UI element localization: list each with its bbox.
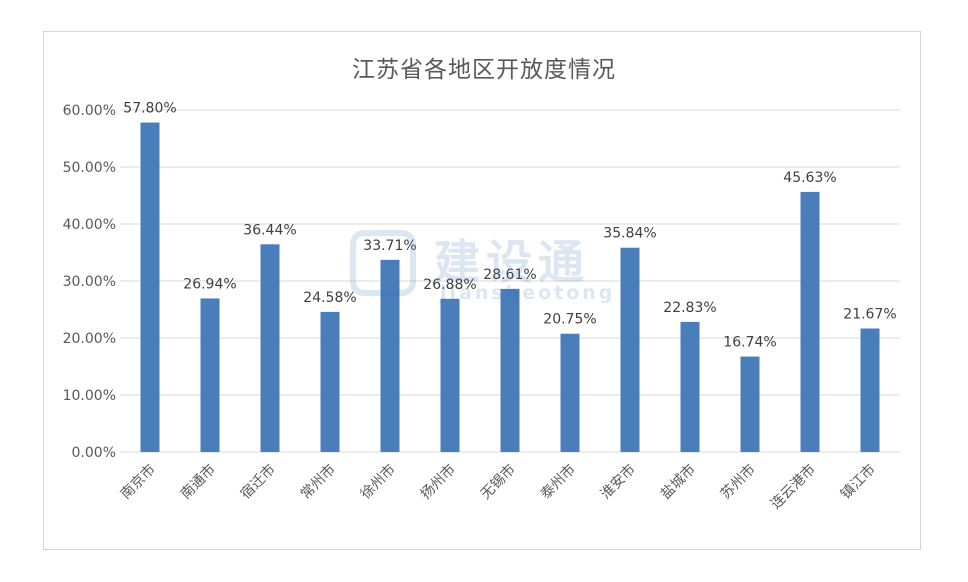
data-label: 26.94% bbox=[183, 276, 236, 292]
x-tick-label: 镇江市 bbox=[837, 461, 879, 503]
data-labels: 57.80% 26.94% 36.44% 24.58% 33.71% 26.88% 28.6… bbox=[123, 101, 896, 351]
x-tick-label: 泰州市 bbox=[537, 461, 579, 503]
x-tick-label: 淮安市 bbox=[597, 461, 639, 503]
y-tick-label: 60.00% bbox=[63, 103, 116, 119]
y-tick-label: 20.00% bbox=[63, 331, 116, 347]
y-tick-label: 30.00% bbox=[63, 274, 116, 290]
data-label: 33.71% bbox=[363, 238, 416, 254]
bar bbox=[800, 191, 820, 452]
bar bbox=[620, 247, 640, 452]
y-tick-label: 10.00% bbox=[63, 388, 116, 404]
x-tick-label: 宿迁市 bbox=[237, 461, 279, 503]
data-label: 21.67% bbox=[843, 306, 896, 322]
y-tick-label: 40.00% bbox=[63, 217, 116, 233]
data-label: 20.75% bbox=[543, 312, 596, 328]
bar bbox=[740, 356, 760, 452]
bar bbox=[440, 298, 460, 452]
data-label: 35.84% bbox=[603, 226, 656, 242]
data-label: 24.58% bbox=[303, 290, 356, 306]
chart-frame bbox=[43, 31, 921, 550]
x-tick-label: 盐城市 bbox=[657, 461, 699, 503]
data-label: 16.74% bbox=[723, 335, 776, 351]
bar bbox=[680, 321, 700, 452]
x-tick-label: 苏州市 bbox=[717, 461, 759, 503]
x-axis-tick-labels: 南京市 南通市 宿迁市 常州市 徐州市 扬州市 无锡市 泰州市 淮安市 盐城市 苏州市 连云港市 镇江市 bbox=[117, 461, 879, 513]
data-label: 45.63% bbox=[783, 170, 836, 186]
y-tick-label: 0.00% bbox=[72, 445, 116, 461]
y-tick-label: 50.00% bbox=[63, 160, 116, 176]
x-tick-label: 连云港市 bbox=[767, 461, 819, 513]
bar bbox=[560, 333, 580, 452]
data-label: 36.44% bbox=[243, 222, 296, 238]
bar bbox=[860, 328, 880, 452]
data-label: 26.88% bbox=[423, 277, 476, 293]
data-label: 22.83% bbox=[663, 300, 716, 316]
y-axis-tick-labels: 0.00% 10.00% 20.00% 30.00% 40.00% 50.00% 60.00… bbox=[63, 103, 116, 461]
bar bbox=[320, 311, 340, 452]
bar bbox=[500, 288, 520, 452]
x-tick-label: 扬州市 bbox=[417, 461, 459, 503]
x-tick-label: 无锡市 bbox=[477, 461, 519, 503]
bar bbox=[200, 298, 220, 452]
bar bbox=[380, 259, 400, 452]
x-tick-label: 南京市 bbox=[117, 461, 159, 503]
chart-title: 江苏省各地区开放度情况 bbox=[352, 57, 616, 83]
data-label: 57.80% bbox=[123, 101, 176, 117]
x-tick-label: 常州市 bbox=[297, 461, 339, 503]
bar bbox=[260, 244, 280, 452]
x-tick-label: 南通市 bbox=[177, 461, 219, 503]
bars bbox=[140, 122, 880, 452]
x-tick-label: 徐州市 bbox=[357, 461, 399, 503]
bar bbox=[140, 122, 160, 452]
data-label: 28.61% bbox=[483, 267, 536, 283]
